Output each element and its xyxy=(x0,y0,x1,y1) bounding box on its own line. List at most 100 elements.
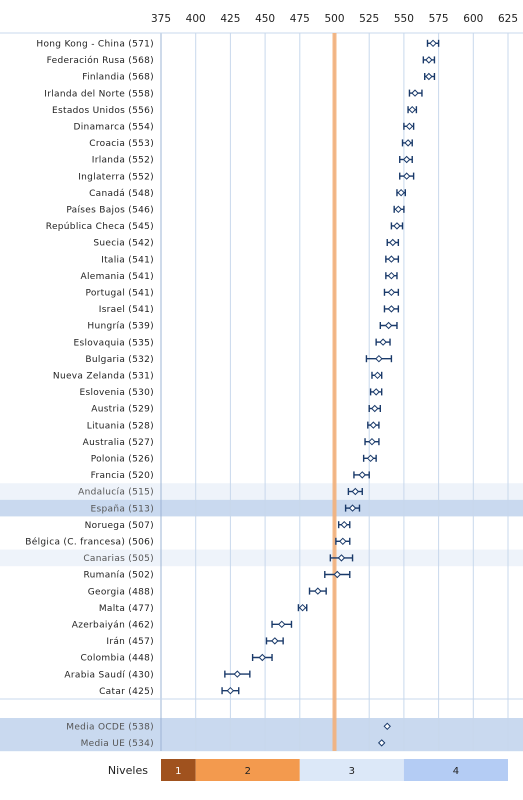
diamond-marker xyxy=(384,321,393,330)
row-label: Rumanía (502) xyxy=(83,571,154,581)
row-label: Dinamarca (554) xyxy=(74,123,154,133)
x-tick-label: 400 xyxy=(186,13,206,25)
data-point xyxy=(362,454,377,463)
reference-line xyxy=(332,33,337,751)
data-point xyxy=(396,188,406,197)
data-point xyxy=(224,670,251,678)
row-label: Colombia (448) xyxy=(80,654,154,664)
data-point xyxy=(399,155,413,164)
row-label: Lituania (528) xyxy=(87,421,154,431)
row-label: Polonia (526) xyxy=(91,455,154,465)
row-label: Irán (457) xyxy=(106,637,154,647)
level-label: 1 xyxy=(175,766,181,777)
diamond-marker xyxy=(258,653,267,662)
diamond-marker xyxy=(387,271,396,280)
diamond-marker xyxy=(314,587,322,595)
highlight-band xyxy=(0,483,523,500)
data-point xyxy=(383,722,391,731)
diamond-marker xyxy=(425,56,433,64)
row-label: Canadá (548) xyxy=(89,189,154,199)
row-label: Canarias (505) xyxy=(83,554,154,564)
data-point xyxy=(353,471,370,479)
diamond-marker xyxy=(340,520,348,529)
data-point xyxy=(337,520,351,529)
data-point xyxy=(401,139,413,147)
diamond-marker xyxy=(387,288,396,297)
diamond-marker xyxy=(402,172,411,180)
data-point xyxy=(399,172,415,180)
row-label: Eslovaquia (535) xyxy=(73,338,154,348)
diamond-marker xyxy=(372,388,380,396)
diamond-marker xyxy=(337,554,346,562)
levels-legend: Niveles 1 2 3 4 xyxy=(108,759,508,781)
diamond-marker xyxy=(226,686,235,695)
diamond-marker xyxy=(371,404,379,413)
diamond-marker xyxy=(387,255,396,263)
data-point xyxy=(377,739,386,747)
data-point xyxy=(329,554,354,562)
x-tick-label: 550 xyxy=(394,13,414,25)
row-label: Andalucía (515) xyxy=(78,488,154,498)
data-point xyxy=(335,537,351,546)
data-point xyxy=(251,653,273,662)
diamond-marker xyxy=(408,105,416,114)
row-label: Alemania (541) xyxy=(81,272,154,282)
diamond-marker xyxy=(405,122,414,131)
data-point xyxy=(371,371,383,380)
data-point xyxy=(385,271,398,280)
row-label: Finlandia (568) xyxy=(82,73,154,83)
row-label: Croacia (553) xyxy=(89,139,154,149)
x-tick-label: 500 xyxy=(324,13,344,25)
data-point xyxy=(422,56,436,64)
x-axis-ticks: 375 400 425 450 475 500 525 550 575 600 625 xyxy=(151,13,518,25)
x-tick-label: 425 xyxy=(220,13,240,25)
x-tick-label: 375 xyxy=(151,13,171,25)
data-point xyxy=(379,321,398,330)
diamond-marker xyxy=(271,637,279,645)
row-label: Bélgica (C. francesa) (506) xyxy=(25,537,154,548)
diamond-marker xyxy=(377,739,386,747)
data-point xyxy=(390,222,404,230)
level-label: 3 xyxy=(349,766,355,777)
x-tick-label: 525 xyxy=(359,13,379,25)
row-labels: Hong Kong - China (571) Federación Rusa (… xyxy=(25,40,154,750)
row-label: Hong Kong - China (571) xyxy=(36,40,154,50)
diamond-marker xyxy=(233,670,242,678)
level-label: 4 xyxy=(453,766,459,777)
diamond-marker xyxy=(298,603,307,612)
row-label: Federación Rusa (568) xyxy=(47,55,154,66)
row-label: Arabia Saudí (430) xyxy=(64,670,154,680)
row-label: Irlanda (552) xyxy=(92,156,154,166)
diamond-marker xyxy=(389,238,397,247)
diamond-marker xyxy=(383,722,391,731)
row-label: Suecia (542) xyxy=(93,239,154,249)
row-label: España (513) xyxy=(91,504,154,514)
row-label: Catar (425) xyxy=(99,687,154,697)
diamond-marker xyxy=(333,570,341,579)
diamond-marker xyxy=(379,338,387,346)
data-point xyxy=(367,421,380,429)
diamond-marker xyxy=(339,537,347,546)
x-tick-label: 600 xyxy=(463,13,483,25)
row-label: Israel (541) xyxy=(99,305,154,315)
level-label: 2 xyxy=(245,766,251,777)
level-band xyxy=(403,759,508,781)
data-point xyxy=(347,487,363,496)
data-point xyxy=(221,686,240,695)
row-label: República Checa (545) xyxy=(46,222,154,232)
diamond-marker xyxy=(368,437,376,446)
data-point xyxy=(324,570,351,579)
data-point xyxy=(375,338,391,346)
row-label: Estados Unidos (556) xyxy=(52,106,154,116)
grid-lines xyxy=(0,32,523,751)
row-label: Bulgaria (532) xyxy=(85,355,154,365)
diamond-marker xyxy=(429,39,437,48)
data-point xyxy=(365,354,393,363)
diamond-marker xyxy=(358,471,366,479)
data-point xyxy=(369,388,383,396)
data-point xyxy=(344,504,361,512)
data-point xyxy=(271,620,293,629)
data-point xyxy=(297,603,308,612)
x-tick-label: 450 xyxy=(255,13,275,25)
x-tick-label: 475 xyxy=(290,13,310,25)
